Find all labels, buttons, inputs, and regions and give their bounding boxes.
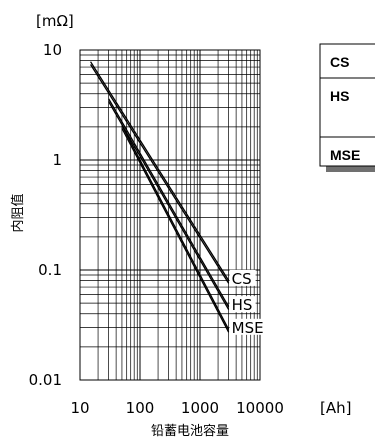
y-axis-unit: [mΩ] (36, 12, 74, 30)
legend-entry: MSE (330, 147, 360, 163)
x-axis-label: 铅蓄电池容量 (151, 423, 229, 439)
series-line-cs (90, 61, 230, 284)
series-label-bg (229, 296, 256, 313)
tick-labels: 10 100 1000 10000 10 1 0.1 0.01 (29, 41, 284, 417)
x-tick-label: 10000 (236, 399, 284, 417)
y-tick-label: 10 (43, 41, 62, 59)
series-line-mse (121, 125, 230, 333)
series-labels: CS HS MSE (229, 269, 267, 337)
y-tick-label: 0.01 (29, 371, 62, 389)
x-tick-label: 100 (126, 399, 155, 417)
y-tick-label: 0.1 (38, 261, 62, 279)
legend-frame (319, 43, 375, 167)
x-tick-label: 10 (70, 399, 89, 417)
series-line-hs (108, 98, 230, 310)
series-group (90, 61, 230, 333)
legend: CS HS MSE (319, 43, 375, 172)
legend-entry: HS (330, 88, 349, 104)
series-label-bg (229, 269, 256, 286)
series-label-mse: MSE (232, 319, 264, 337)
series-label-cs: CS (232, 270, 252, 288)
x-axis-unit: [Ah] (320, 399, 351, 417)
y-axis-label: 内阻值 (10, 193, 26, 232)
y-tick-label: 1 (52, 151, 62, 169)
x-tick-label: 1000 (181, 399, 219, 417)
series-label-hs: HS (232, 296, 253, 314)
legend-entry: CS (330, 54, 349, 70)
plot-frame (79, 49, 261, 381)
series-label-bg (229, 318, 267, 335)
